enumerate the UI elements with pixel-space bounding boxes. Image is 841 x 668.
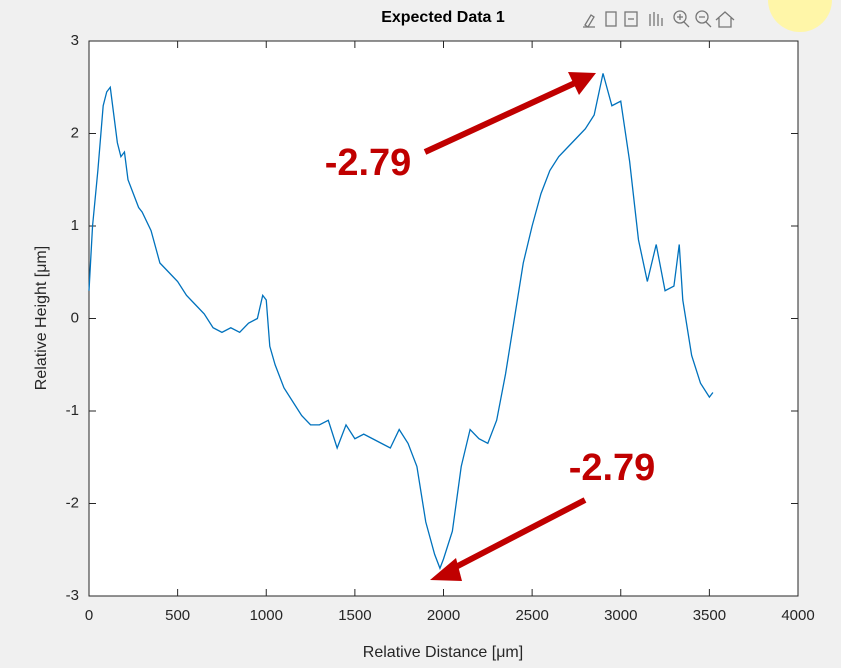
y-tick-label: 3: [71, 32, 79, 49]
y-tick-label: 2: [71, 124, 79, 141]
annotation: -2.79: [325, 142, 412, 184]
arrow-head: [568, 72, 596, 95]
y-axis-label: Relative Height [μm]: [33, 246, 50, 390]
y-tick-label: -1: [66, 402, 79, 419]
plot-area: [89, 41, 798, 596]
x-tick-label: 1000: [250, 607, 283, 624]
x-tick-label: 0: [85, 607, 93, 624]
x-tick-label: 500: [165, 607, 190, 624]
annotation: -2.79: [569, 447, 656, 489]
x-tick-label: 3500: [693, 607, 726, 624]
arrow: [423, 80, 577, 155]
data-line: [88, 73, 714, 571]
x-tick-label: 2000: [427, 607, 460, 624]
y-tick-label: -3: [66, 587, 79, 604]
toolbar[interactable]: [583, 10, 735, 28]
highlight: [768, 0, 832, 32]
x-tick-label: 1500: [338, 607, 371, 624]
x-tick-label: 3000: [604, 607, 637, 624]
arrow: [448, 497, 587, 573]
arrow-head: [430, 558, 462, 581]
chart-title: Expected Data 1: [381, 9, 505, 26]
y-tick-label: 0: [71, 309, 79, 326]
y-tick-label: -2: [66, 494, 79, 511]
y-tick-label: 1: [71, 217, 79, 234]
x-axis-label: Relative Distance [μm]: [363, 644, 523, 661]
x-tick-label: 2500: [515, 607, 548, 624]
arrows: [423, 72, 596, 581]
x-tick-label: 4000: [781, 607, 814, 624]
